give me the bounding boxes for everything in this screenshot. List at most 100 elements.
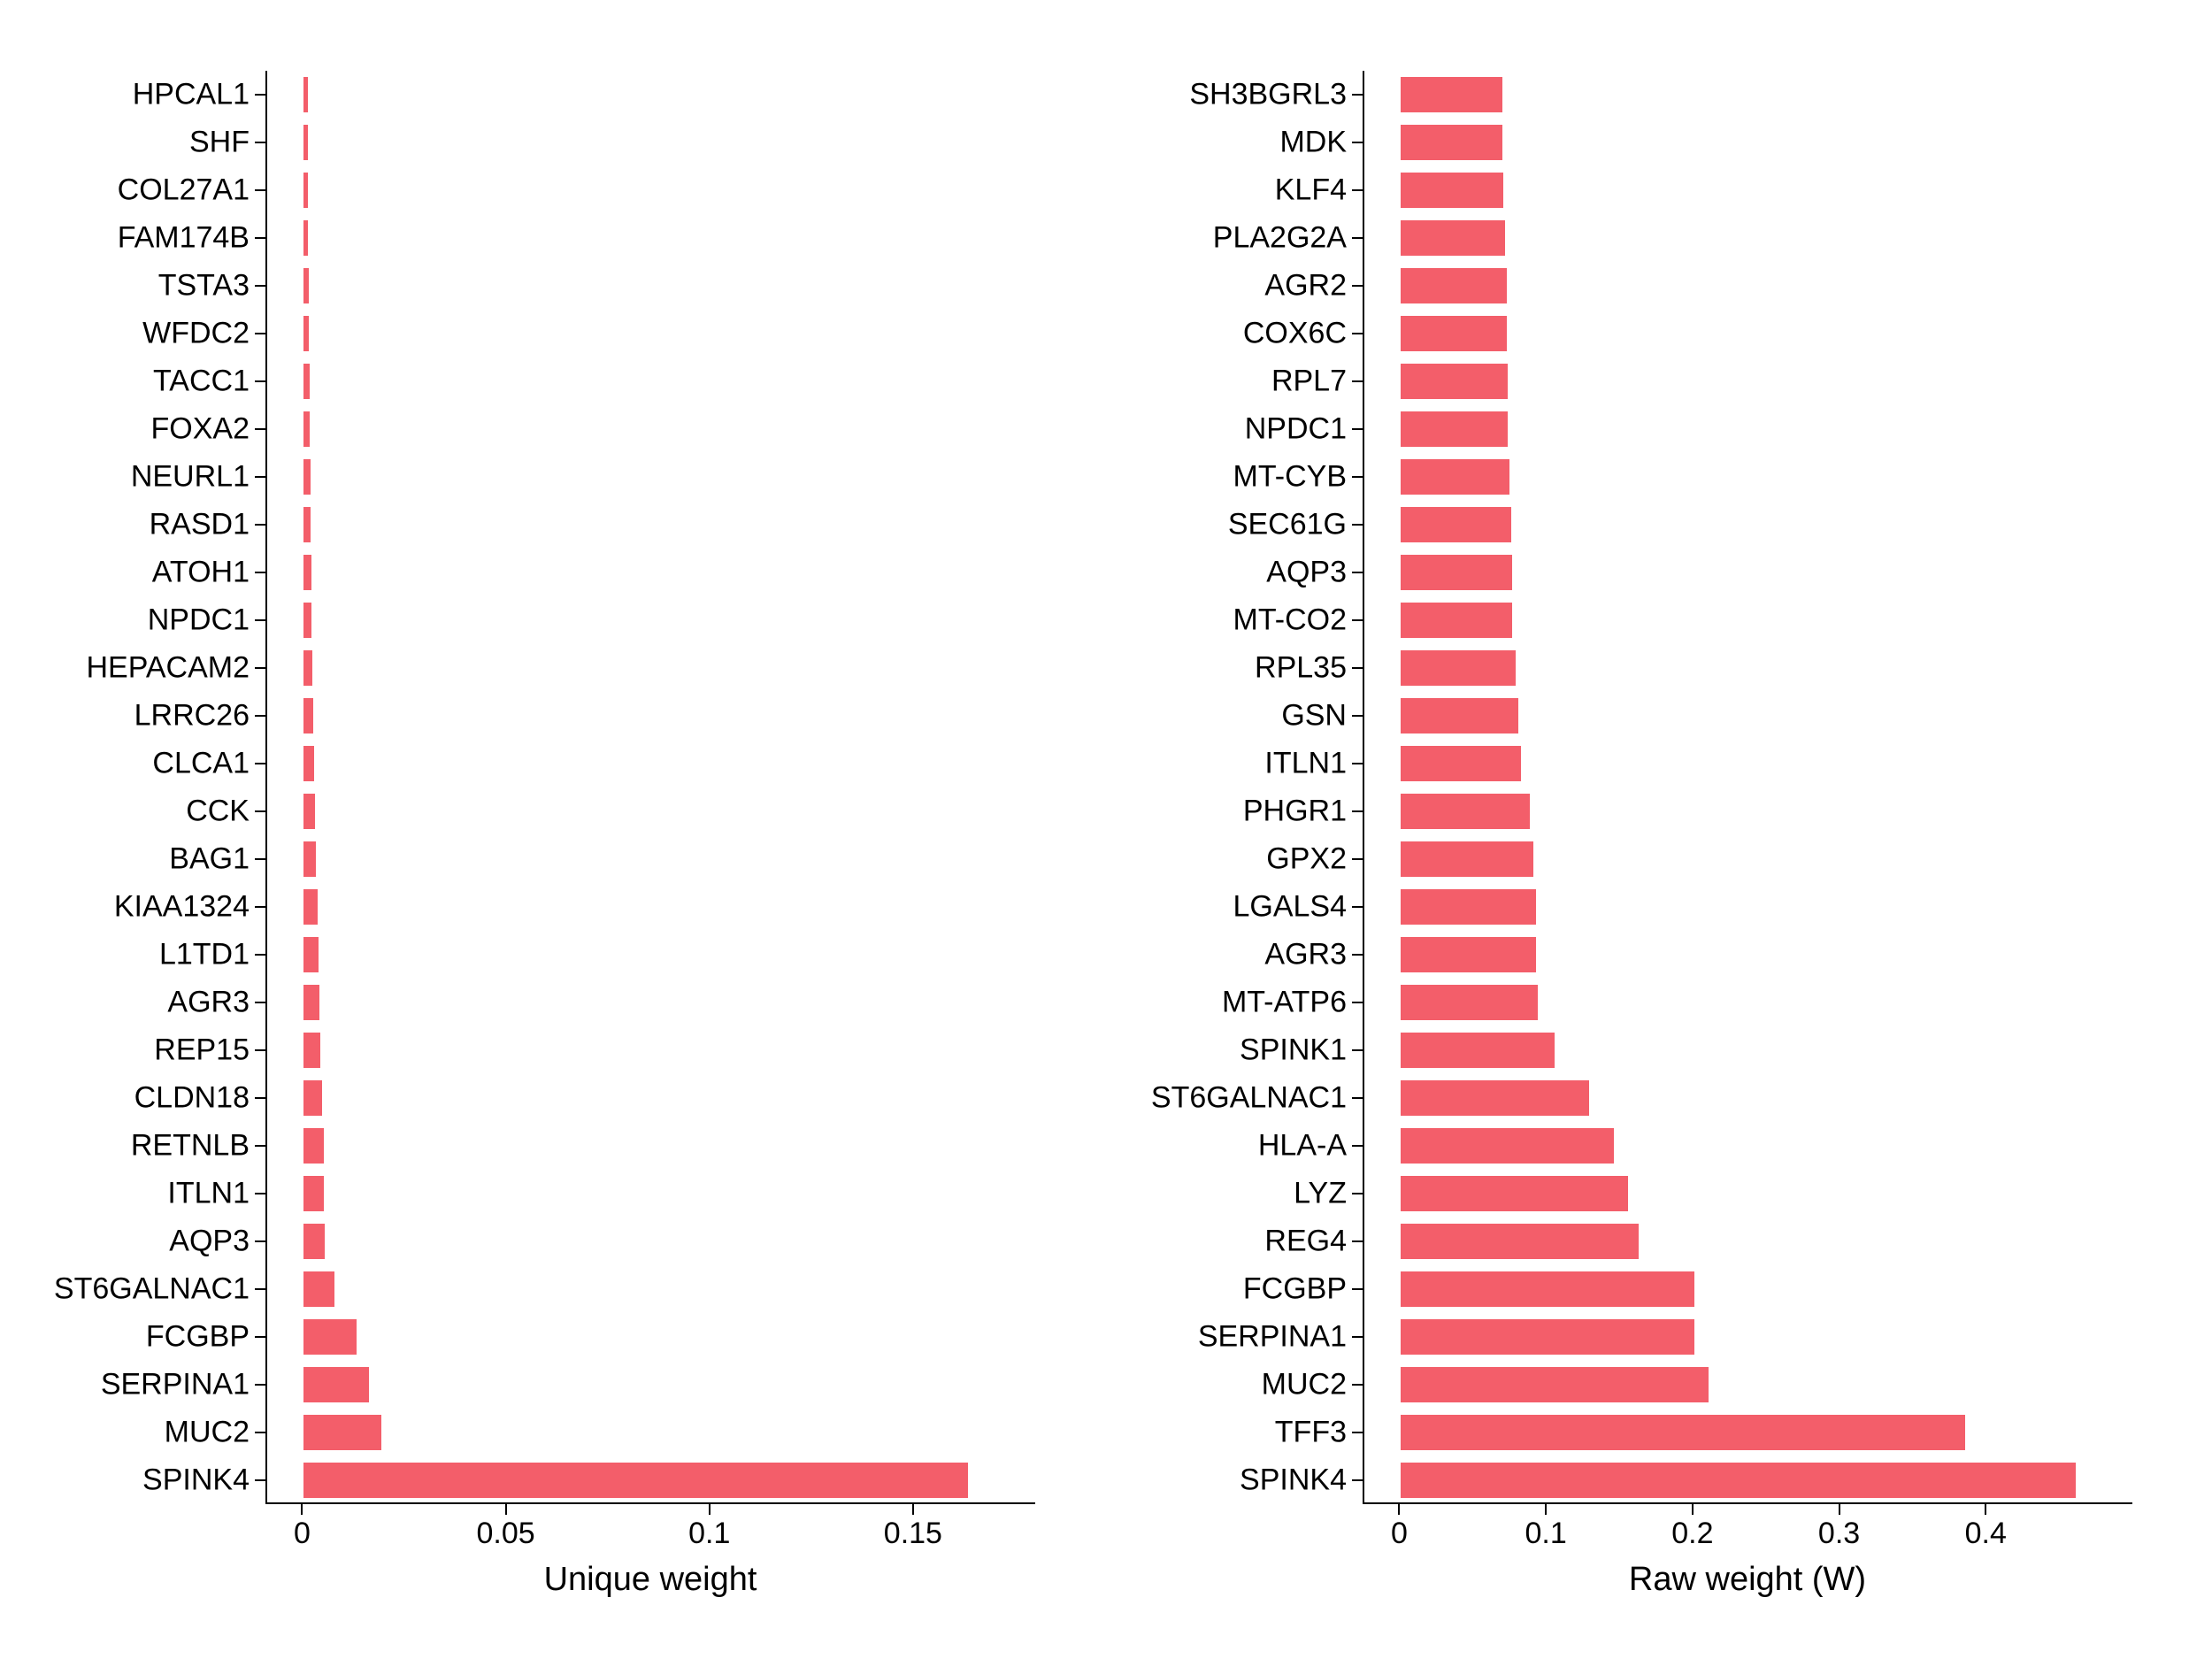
y-tick-mark: [1352, 1288, 1363, 1290]
bar: [1401, 985, 1537, 1020]
y-tick-mark: [1352, 810, 1363, 812]
y-tick-mark: [255, 237, 265, 239]
y-tick-label: HPCAL1: [133, 78, 265, 112]
y-tick-mark: [1352, 142, 1363, 143]
bar: [1401, 1080, 1588, 1116]
bar: [1401, 937, 1535, 972]
y-tick-label: MT-ATP6: [1222, 986, 1363, 1020]
bar: [303, 650, 312, 686]
y-tick-label: NEURL1: [131, 460, 265, 495]
y-tick-mark: [255, 1432, 265, 1433]
bar: [303, 268, 309, 303]
y-tick-mark: [1352, 906, 1363, 908]
bar: [303, 1033, 320, 1068]
y-tick-mark: [255, 1288, 265, 1290]
bar: [303, 125, 308, 160]
bar: [1401, 459, 1509, 495]
y-tick-label: LRRC26: [134, 699, 265, 733]
y-tick-label: KLF4: [1275, 173, 1363, 208]
y-tick-label: FAM174B: [118, 221, 265, 256]
bar: [1401, 1319, 1694, 1355]
y-tick-mark: [255, 1002, 265, 1003]
y-tick-mark: [1352, 189, 1363, 191]
bar: [1401, 411, 1508, 447]
figure: Unique weight HPCAL1SHFCOL27A1FAM174BTST…: [0, 0, 2212, 1659]
y-tick-label: GSN: [1281, 699, 1363, 733]
y-tick-label: HLA-A: [1258, 1129, 1363, 1164]
y-tick-label: AGR2: [1264, 269, 1363, 303]
bar: [303, 794, 314, 829]
y-tick-label: SPINK4: [142, 1463, 265, 1498]
x-tick-label: 0: [1391, 1504, 1408, 1551]
bar: [303, 1319, 357, 1355]
y-tick-label: CCK: [186, 795, 265, 829]
bar: [1401, 507, 1510, 542]
y-tick-mark: [255, 1479, 265, 1481]
bar: [303, 1128, 323, 1164]
y-tick-mark: [1352, 428, 1363, 430]
y-tick-label: MUC2: [165, 1416, 265, 1450]
y-tick-label: RPL35: [1255, 651, 1363, 686]
bar: [1401, 698, 1518, 733]
y-tick-label: SEC61G: [1228, 508, 1363, 542]
y-tick-label: LGALS4: [1233, 890, 1363, 925]
bar: [1401, 1224, 1638, 1259]
y-tick-label: HEPACAM2: [86, 651, 265, 686]
y-tick-mark: [255, 428, 265, 430]
y-tick-mark: [255, 1336, 265, 1338]
y-tick-mark: [1352, 1002, 1363, 1003]
bar: [303, 1463, 967, 1498]
y-tick-label: CLDN18: [134, 1081, 265, 1116]
plot-area-left: [265, 71, 1035, 1504]
bar: [303, 1080, 322, 1116]
y-tick-label: REP15: [154, 1033, 265, 1068]
y-tick-mark: [1352, 1049, 1363, 1051]
bar: [1401, 1415, 1965, 1450]
bar: [303, 364, 309, 399]
y-tick-mark: [255, 380, 265, 382]
y-tick-mark: [255, 142, 265, 143]
y-tick-mark: [1352, 524, 1363, 526]
y-tick-mark: [1352, 1432, 1363, 1433]
bar: [303, 841, 316, 877]
y-tick-label: NPDC1: [1245, 412, 1363, 447]
bar: [1401, 125, 1502, 160]
bar: [303, 1367, 369, 1402]
y-tick-label: REG4: [1264, 1225, 1363, 1259]
y-tick-label: SPINK1: [1240, 1033, 1363, 1068]
y-tick-label: SERPINA1: [1198, 1320, 1363, 1355]
bar: [1401, 1176, 1628, 1211]
x-tick-label: 0.4: [1965, 1504, 2007, 1551]
bar: [303, 1415, 380, 1450]
y-tick-label: FCGBP: [1243, 1272, 1363, 1307]
bar: [303, 937, 318, 972]
bar: [303, 173, 308, 208]
y-tick-mark: [1352, 476, 1363, 478]
y-tick-label: MT-CO2: [1233, 603, 1363, 638]
bar: [303, 985, 319, 1020]
bar: [1401, 268, 1506, 303]
y-tick-mark: [255, 94, 265, 96]
y-tick-label: WFDC2: [142, 317, 265, 351]
y-tick-mark: [1352, 667, 1363, 669]
bar: [1401, 746, 1521, 781]
y-tick-mark: [255, 285, 265, 287]
bar: [303, 77, 307, 112]
bar: [1401, 555, 1512, 590]
y-tick-mark: [1352, 1384, 1363, 1386]
y-tick-label: ST6GALNAC1: [54, 1272, 265, 1307]
y-tick-mark: [255, 906, 265, 908]
y-tick-label: AQP3: [1266, 556, 1363, 590]
y-tick-mark: [1352, 858, 1363, 860]
x-tick-label: 0.2: [1671, 1504, 1713, 1551]
bar: [1401, 1128, 1613, 1164]
y-tick-label: MUC2: [1262, 1368, 1363, 1402]
y-tick-mark: [255, 619, 265, 621]
bar: [1401, 316, 1506, 351]
bar: [303, 507, 311, 542]
panel-raw-weight: Raw weight (W) SH3BGRL3MDKKLF4PLA2G2AAGR…: [1363, 71, 2132, 1504]
y-tick-label: MDK: [1279, 126, 1363, 160]
y-tick-mark: [1352, 1097, 1363, 1099]
x-tick-label: 0.05: [476, 1504, 534, 1551]
y-tick-mark: [1352, 619, 1363, 621]
